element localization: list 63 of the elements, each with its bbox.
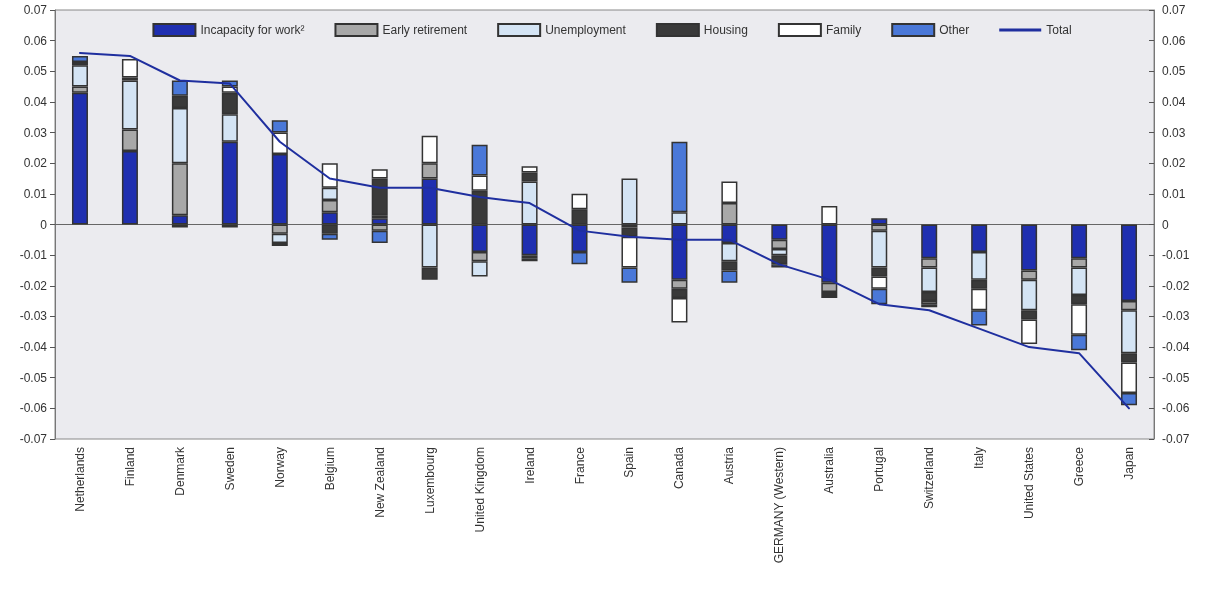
legend-label: Early retirement bbox=[382, 23, 468, 37]
y2-tick-label: 0.03 bbox=[1162, 125, 1186, 140]
y2-tick-label: -0.03 bbox=[1162, 309, 1190, 324]
y-tick-label: 0.04 bbox=[23, 94, 48, 109]
y-tick-label: -0.01 bbox=[19, 248, 48, 263]
y-tick-label: 0.05 bbox=[23, 64, 48, 79]
y-tick-label: -0.03 bbox=[19, 309, 48, 324]
y-tick-label: 0.07 bbox=[23, 3, 48, 17]
y2-tick-label: -0.04 bbox=[1162, 340, 1190, 355]
x-tick-label: Ireland bbox=[522, 447, 537, 484]
x-tick-label: Finland bbox=[122, 447, 137, 487]
x-tick-label: Luxembourg bbox=[422, 447, 437, 514]
line-series bbox=[78, 51, 1131, 410]
x-tick-label: Switzerland bbox=[922, 447, 937, 510]
y-tick-label: -0.07 bbox=[19, 432, 48, 446]
x-tick-label: Japan bbox=[1122, 447, 1137, 480]
x-tick-label: Netherlands bbox=[72, 447, 87, 512]
x-tick-label: Portugal bbox=[872, 447, 887, 492]
legend-label: Family bbox=[825, 23, 862, 37]
y2-tick-label: -0.07 bbox=[1162, 432, 1190, 446]
legend-label: Unemployment bbox=[545, 23, 627, 37]
y-tick-label: 0.01 bbox=[23, 186, 48, 201]
x-tick-label: United Kingdom bbox=[472, 447, 487, 533]
y-tick-label: -0.05 bbox=[19, 370, 48, 385]
y2-tick-label: 0 bbox=[1162, 217, 1169, 232]
bar bbox=[621, 178, 638, 225]
y-tick-label: -0.06 bbox=[19, 401, 48, 416]
y2-tick-label: -0.05 bbox=[1162, 370, 1190, 385]
x-tick-label: Denmark bbox=[172, 446, 187, 496]
legend-label: Other bbox=[939, 23, 970, 37]
x-tick-label: United States bbox=[1022, 447, 1037, 520]
x-tick-label: New Zealand bbox=[372, 447, 387, 518]
x-tick-label: Norway bbox=[272, 447, 287, 488]
y2-tick-label: 0.06 bbox=[1162, 33, 1186, 48]
y2-tick-label: 0.07 bbox=[1162, 3, 1186, 17]
y-tick-label: -0.02 bbox=[19, 278, 48, 293]
x-tick-label: Belgium bbox=[322, 447, 337, 491]
y2-tick-label: -0.06 bbox=[1162, 401, 1190, 416]
y-tick-label: 0.03 bbox=[23, 125, 48, 140]
y2-tick-label: 0.02 bbox=[1162, 156, 1186, 171]
x-tick-label: Australia bbox=[822, 446, 837, 494]
x-tick-label: Sweden bbox=[222, 447, 237, 491]
x-tick-label: GERMANY (Western) bbox=[772, 447, 787, 564]
x-tick-label: Italy bbox=[972, 447, 987, 470]
y-tick-label: 0.06 bbox=[23, 33, 48, 48]
y-tick-label: -0.04 bbox=[19, 340, 48, 355]
bar bbox=[71, 55, 88, 63]
legend-label: Housing bbox=[703, 23, 748, 37]
y2-tick-label: 0.01 bbox=[1162, 186, 1186, 201]
y-tick-label: 0.02 bbox=[23, 156, 48, 171]
y2-tick-label: 0.05 bbox=[1162, 64, 1186, 79]
x-tick-label: Austria bbox=[722, 446, 737, 485]
x-tick-label: Spain bbox=[622, 447, 637, 478]
y2-tick-label: -0.02 bbox=[1162, 278, 1190, 293]
y2-tick-label: -0.01 bbox=[1162, 248, 1190, 263]
legend-label: Incapacity for work² bbox=[200, 23, 305, 37]
x-tick-label: Greece bbox=[1072, 446, 1087, 487]
y2-tick-label: 0.04 bbox=[1162, 94, 1186, 109]
x-tick-label: Canada bbox=[672, 446, 687, 490]
legend-label: Total bbox=[1046, 23, 1072, 37]
y-tick-label: 0 bbox=[40, 217, 48, 232]
x-tick-label: France bbox=[572, 446, 587, 485]
bar bbox=[121, 59, 138, 78]
